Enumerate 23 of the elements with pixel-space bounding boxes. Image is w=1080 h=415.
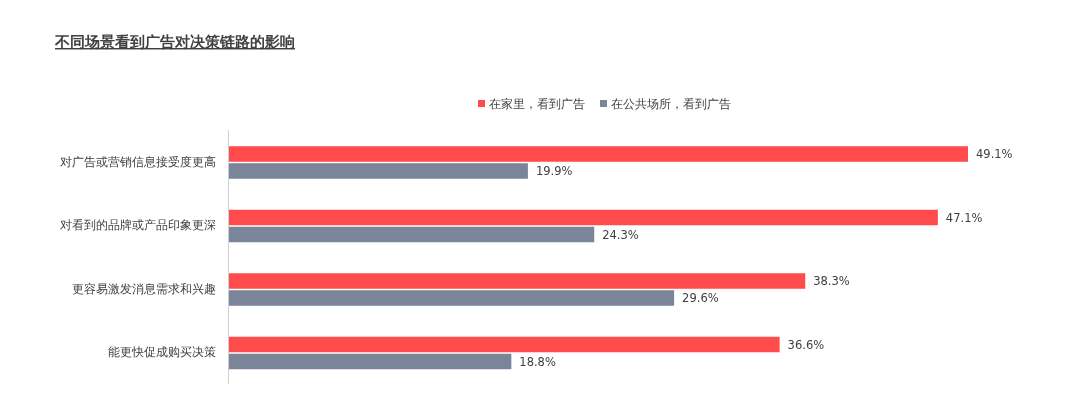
y-tick-label: 对看到的品牌或产品印象更深: [60, 218, 216, 233]
bar: [228, 336, 780, 353]
data-label: 19.9%: [535, 164, 573, 178]
data-label: 36.6%: [787, 337, 825, 352]
data-label: 38.3%: [813, 274, 850, 288]
legend-label: 在公共场所，看到广告: [611, 97, 731, 111]
y-tick-label: 更容易激发消息需求和兴趣: [72, 281, 216, 296]
y-tick-label: 对广告或营销信息接受度更高: [60, 154, 216, 169]
data-label: 18.8%: [519, 354, 556, 369]
chart-title: 不同场景看到广告对决策链路的影响: [54, 33, 295, 50]
legend-label: 在家里，看到广告: [489, 97, 585, 111]
bar: [228, 163, 528, 179]
bar: [228, 353, 512, 370]
data-label: 29.6%: [682, 291, 719, 305]
bar: [228, 146, 968, 162]
data-label: 49.1%: [976, 147, 1013, 161]
data-label: 47.1%: [945, 210, 983, 225]
bar: [228, 209, 938, 226]
y-tick-label: 能更快促成购买决策: [108, 345, 216, 360]
data-label: 24.3%: [602, 227, 639, 242]
bar: [228, 290, 675, 306]
bar: [228, 273, 806, 289]
bar: [228, 226, 595, 243]
